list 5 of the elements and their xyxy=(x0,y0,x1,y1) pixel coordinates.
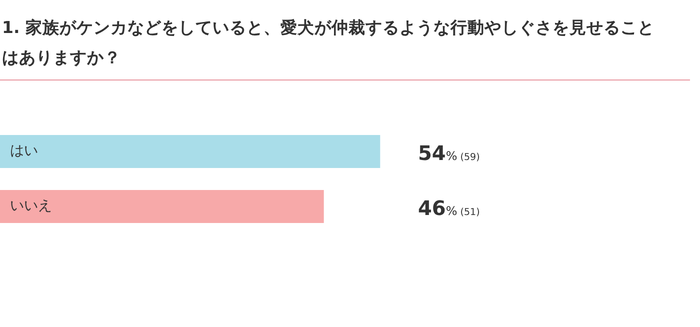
data-label: 54% (59) xyxy=(418,141,480,165)
y-tick-label: いいえ xyxy=(10,198,52,214)
chart-title: 1. 家族がケンカなどをしていると、愛犬が仲裁するような行動やしぐさを見せることはありますか？ xyxy=(2,18,654,67)
data-label: 46% (51) xyxy=(418,196,480,220)
y-tick-label: はい xyxy=(10,143,38,159)
